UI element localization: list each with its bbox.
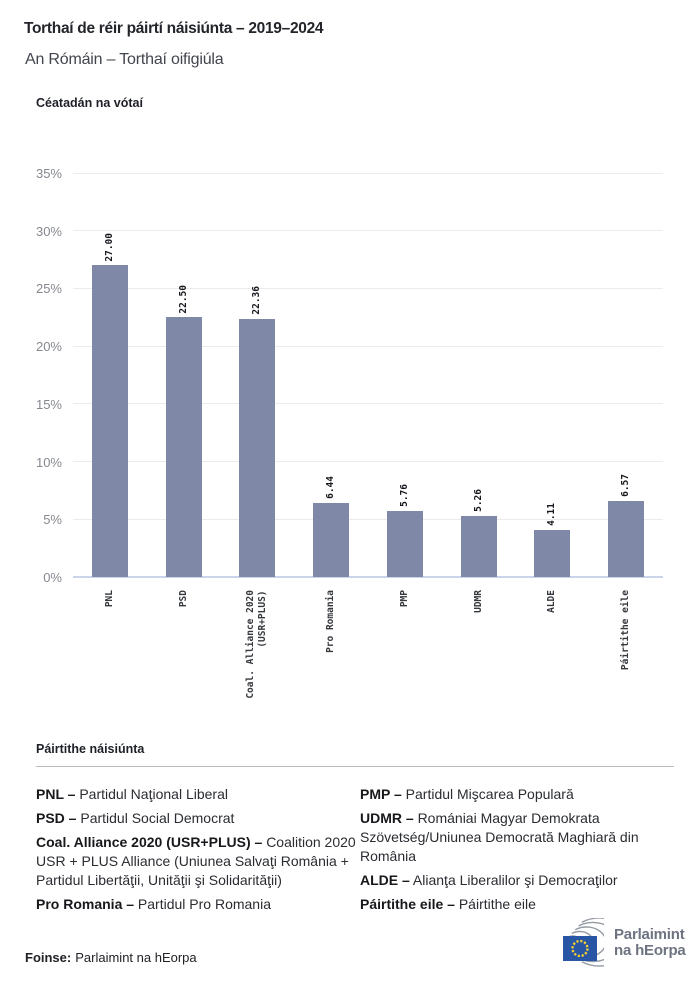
legend-term: PMP – xyxy=(360,786,402,802)
y-tick-label: 10% xyxy=(35,454,62,470)
bar-value-label: 22.36 xyxy=(251,286,263,315)
legend-column-left: PNL – Partidul Naţional Liberal PSD – Pa… xyxy=(36,785,358,919)
legend-definition: Partidul Mişcarea Populară xyxy=(405,786,574,802)
legend-term: PSD – xyxy=(36,810,77,826)
bar xyxy=(460,516,497,577)
legend-definition: Partidul Social Democrat xyxy=(80,810,235,826)
source-note: Foinse: Parlaimint na hEorpa xyxy=(25,950,197,965)
hemicycle-icon xyxy=(563,918,604,967)
x-tick-label: UDMR xyxy=(472,590,484,613)
legend-divider xyxy=(36,766,674,767)
legend-entry: PMP – Partidul Mişcarea Populară xyxy=(360,785,682,804)
ep-logo: Parlaimint na hEorpa xyxy=(530,918,686,968)
legend-entry: Pro Romania – Partidul Pro Romania xyxy=(36,895,358,914)
bar-value-label: 6.44 xyxy=(325,475,337,499)
legend-definition: Partidul Naţional Liberal xyxy=(79,786,228,802)
bar xyxy=(534,529,571,577)
bar-value-label: 22.50 xyxy=(177,284,189,314)
bar-value-label: 27.00 xyxy=(103,232,115,262)
logo-wordmark: Parlaimint na hEorpa xyxy=(614,925,686,960)
y-tick-label: 20% xyxy=(35,339,62,355)
gridline xyxy=(73,403,663,405)
y-tick-label: 0% xyxy=(43,570,62,585)
y-axis: 0% 5% 10% 15% 20% 25% 30% 35% xyxy=(0,166,62,585)
y-tick-label: 35% xyxy=(35,166,62,181)
legend-column-right: PMP – Partidul Mişcarea Populară UDMR – … xyxy=(360,785,682,919)
legend-definition: Partidul Pro Romania xyxy=(137,896,271,912)
x-tick-label: PMP xyxy=(398,590,410,608)
gridline xyxy=(73,518,663,520)
logo-wordmark-line1: Parlaimint xyxy=(614,925,685,943)
legend-term: UDMR – xyxy=(360,810,414,826)
bar xyxy=(313,502,350,577)
legend-term: PNL – xyxy=(36,786,76,802)
x-tick-label: Coal. Alliance 2020 (USR+PLUS) xyxy=(245,590,269,699)
plot-area: 27.00 PNL 22.50 PSD 22.36 Coal. Alliance 2020… xyxy=(73,172,663,699)
y-tick-label: 15% xyxy=(35,396,62,412)
x-tick-label: Pro Romania xyxy=(325,590,337,653)
source-label: Foinse: xyxy=(25,950,72,965)
legend-entry: ALDE – Alianţa Liberalilor şi Democraţil… xyxy=(360,871,682,890)
legend-entry: UDMR – Romániai Magyar Demokrata Szövets… xyxy=(360,809,682,866)
logo-wordmark-line2: na hEorpa xyxy=(614,942,686,959)
bar xyxy=(165,317,202,577)
bar-value-label: 5.76 xyxy=(398,483,410,507)
gridline xyxy=(73,287,663,289)
legend-term: Coal. Alliance 2020 (USR+PLUS) – xyxy=(36,834,263,850)
bar xyxy=(386,510,423,577)
page-subtitle: An Rómáin – Torthaí oifigiúla xyxy=(25,51,224,68)
bar-value-label: 6.57 xyxy=(620,474,632,498)
legend-term: Pro Romania – xyxy=(36,896,135,912)
legend-definition: Páirtithe eile xyxy=(458,896,536,912)
legend-entry: PNL – Partidul Naţional Liberal xyxy=(36,785,358,804)
x-axis-line xyxy=(73,576,663,578)
x-tick-label: PNL xyxy=(103,590,115,608)
source-text: Parlaimint na hEorpa xyxy=(75,950,197,965)
y-tick-label: 5% xyxy=(43,512,62,528)
y-tick-label: 30% xyxy=(35,223,62,239)
bar xyxy=(91,265,128,577)
legend-entry: PSD – Partidul Social Democrat xyxy=(36,809,358,828)
bar xyxy=(239,318,276,577)
legend-definition: Alianţa Liberalilor şi Democraţilor xyxy=(412,872,618,888)
gridline xyxy=(73,461,663,463)
x-tick-label: ALDE xyxy=(546,590,558,613)
page-title: Torthaí de réir páirtí náisiúnta – 2019–… xyxy=(24,20,324,37)
x-tick-label: Páirtithe eile xyxy=(620,590,632,671)
chart-title: Céatadán na vótaí xyxy=(36,96,143,110)
legend-heading: Páirtithe náisiúnta xyxy=(36,742,145,756)
legend-term: ALDE – xyxy=(360,872,410,888)
y-tick-label: 25% xyxy=(35,281,62,297)
legend-definition: Coalition 2020 USR + PLUS Alliance (Uniu… xyxy=(36,834,356,888)
bar xyxy=(608,501,645,577)
gridline xyxy=(73,345,663,347)
bar-value-label: 4.11 xyxy=(546,502,558,526)
x-tick-label: PSD xyxy=(177,590,189,608)
legend-entry: Páirtithe eile – Páirtithe eile xyxy=(360,895,682,914)
legend-term: Páirtithe eile – xyxy=(360,896,455,912)
bar-value-label: 5.26 xyxy=(472,489,484,513)
legend-entry: Coal. Alliance 2020 (USR+PLUS) – Coaliti… xyxy=(36,833,358,890)
legend-definition: Romániai Magyar Demokrata Szövetség/Uniu… xyxy=(360,810,639,864)
gridline xyxy=(73,172,663,174)
eu-flag-icon xyxy=(563,936,597,961)
gridline xyxy=(73,230,663,232)
